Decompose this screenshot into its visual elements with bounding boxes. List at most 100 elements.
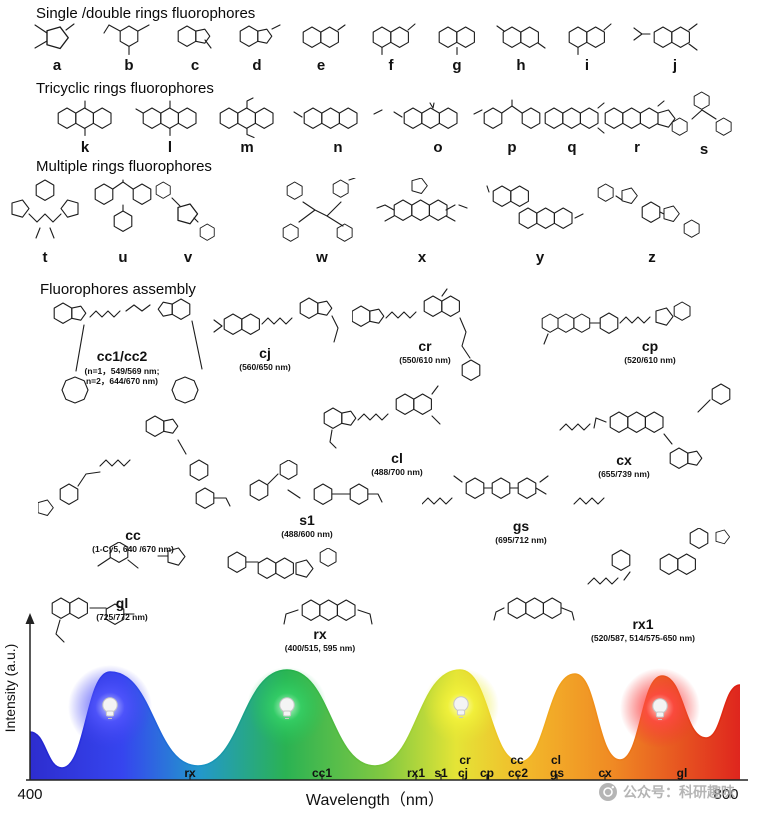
compound-note-s1: (488/600 nm) (281, 529, 333, 539)
structure-q: q (530, 96, 614, 155)
compound-note-rx: (400/515, 595 nm) (284, 643, 356, 653)
structure-label-k: k (80, 139, 90, 156)
structure-f: f (362, 16, 420, 73)
molecule-g-icon (428, 16, 486, 56)
compound-name-cx: cx (616, 452, 632, 468)
structure-i: i (558, 16, 616, 73)
structure-label-a: a (52, 57, 62, 74)
axis-ticks (189, 774, 683, 780)
structure-label-r: r (634, 139, 640, 156)
molecule-cc1cc2-icon (52, 293, 203, 404)
structure-label-v: v (183, 249, 193, 266)
molecule-h-icon (496, 25, 546, 49)
section-title-assembly: Fluorophores assembly (40, 281, 196, 298)
structure-label-l: l (167, 139, 173, 156)
molecule-m-icon (205, 97, 289, 139)
structure-label-t: t (42, 249, 48, 266)
molecule-o-icon (393, 102, 483, 140)
x-axis-max: 800 (713, 786, 739, 803)
x-axis-min: 400 (17, 786, 43, 803)
structure-s: s (662, 90, 746, 157)
compound-note-cc: (1-Cy5, 640 /670 nm) (92, 544, 174, 554)
structure-r: r (595, 96, 679, 155)
structure-u: u (87, 178, 159, 265)
structure-j: j (630, 16, 720, 73)
axis-marker-rx1: rx1 (406, 766, 426, 780)
structure-label-q: q (567, 139, 577, 156)
structure-l: l (128, 96, 212, 155)
molecule-p-icon (483, 99, 541, 129)
axis-marker-cc1: cc1 (311, 766, 333, 780)
molecule-w-icon (282, 178, 356, 242)
structure-label-w: w (316, 249, 328, 266)
molecule-cj-icon (213, 296, 339, 343)
structure-o: o (390, 96, 486, 155)
compound-name-s1: s1 (299, 512, 315, 528)
molecule-q-icon (530, 102, 605, 134)
molecule-d-icon (228, 24, 281, 58)
y-axis-arrow-icon (25, 613, 35, 624)
structure-label-x: x (417, 249, 427, 266)
molecule-v-icon (155, 181, 215, 241)
molecule-n-icon (293, 96, 383, 140)
structure-label-f: f (388, 57, 394, 74)
structure-b: b (100, 16, 158, 73)
watermark-text: 公众号：科研趣味 (623, 784, 735, 800)
watermark-logo-icon (599, 783, 617, 801)
structure-label-i: i (584, 57, 590, 74)
molecule-cr-icon (352, 288, 481, 381)
molecule-s1-icon (195, 460, 383, 509)
structure-x: x (372, 178, 472, 265)
section-title-tricyclic: Tricyclic rings fluorophores (36, 80, 214, 97)
structure-label-s: s (699, 141, 709, 158)
structure-label-h: h (516, 57, 526, 74)
structure-label-g: g (452, 57, 462, 74)
structure-h: h (492, 16, 550, 73)
structure-label-u: u (118, 249, 128, 266)
compound-name-cc1cc2: cc1/cc2 (96, 348, 148, 364)
compound-note-cc1cc2: (n=1，549/569 nm; n=2，644/670 nm) (84, 366, 160, 386)
axis-marker-cr: cr (459, 753, 471, 767)
molecule-gl-icon (48, 542, 186, 643)
structure-label-y: y (535, 249, 545, 266)
molecule-t-icon (11, 179, 79, 239)
section-title-single-double: Single /double rings fluorophores (36, 5, 256, 22)
molecule-a-icon (34, 23, 75, 50)
molecule-c-icon (166, 16, 212, 49)
section-title-multiple: Multiple rings fluorophores (36, 158, 212, 175)
compound-note-rx1: (520/587, 514/575-650 nm) (591, 633, 695, 643)
spectrum-area (30, 670, 740, 780)
molecule-cx-icon (559, 383, 731, 512)
structure-z: z (592, 178, 712, 265)
structure-d: d (228, 16, 286, 73)
compound-name-cl: cl (391, 450, 403, 466)
molecule-l-icon (135, 100, 212, 137)
compound-name-cj: cj (259, 345, 271, 361)
molecule-r-icon (595, 100, 676, 140)
compound-note-cx: (655/739 nm) (598, 469, 650, 479)
structure-m: m (205, 96, 289, 155)
y-axis-label: Intensity (a.u.) (2, 643, 18, 733)
compound-note-cl: (488/700 nm) (371, 467, 423, 477)
axis-marker-cc: cc (510, 753, 524, 767)
structure-g: g (428, 16, 486, 73)
structure-t: t (10, 178, 80, 265)
compound-name-cp: cp (641, 338, 659, 354)
structure-label-j: j (672, 57, 678, 74)
structure-label-p: p (507, 139, 517, 156)
structure-label-m: m (240, 139, 254, 156)
structure-label-o: o (433, 139, 443, 156)
spectrum-chart (25, 613, 748, 781)
compound-name-gs: gs (512, 518, 530, 534)
molecule-z-icon (597, 183, 700, 238)
compound-name-gl: gl (115, 595, 129, 611)
structure-e: e (292, 16, 350, 73)
axis-marker-gs: gs (549, 766, 565, 780)
compound-note-gl: (725/772 nm) (96, 612, 148, 622)
compound-note-cj: (560/650 nm) (239, 362, 291, 372)
structure-label-e: e (316, 57, 326, 74)
structure-label-c: c (190, 57, 200, 74)
structure-k: k (43, 96, 127, 155)
axis-marker-cl: cl (550, 753, 562, 767)
